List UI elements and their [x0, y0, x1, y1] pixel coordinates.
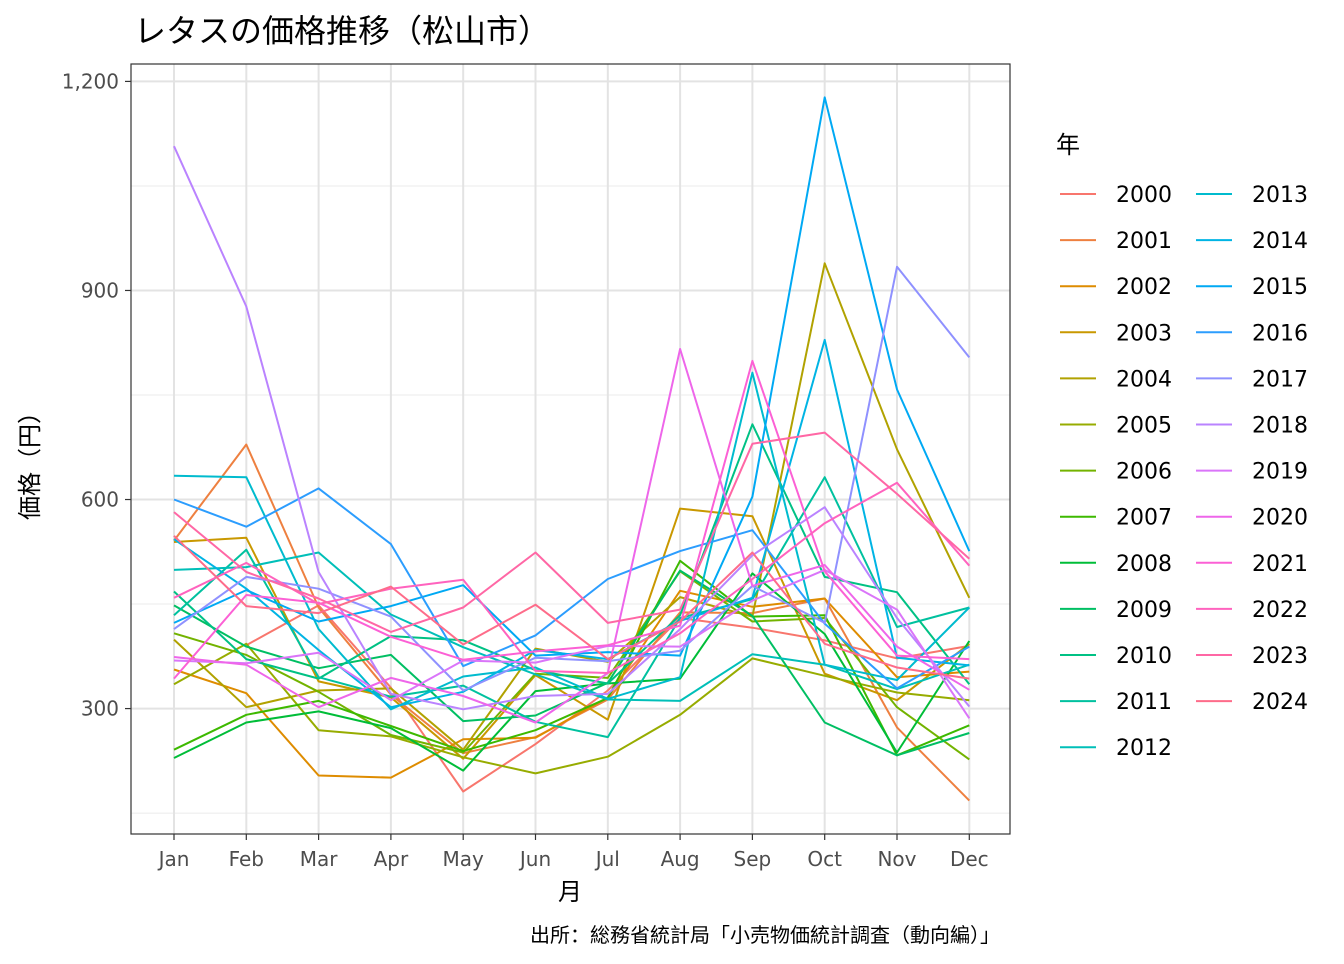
legend-item-2008: 2008	[1060, 552, 1172, 577]
x-tick-label: Mar	[300, 847, 339, 871]
legend-label: 2021	[1252, 552, 1308, 577]
legend-item-2005: 2005	[1060, 414, 1172, 439]
panel-border	[130, 63, 1011, 835]
x-axis: Jan Feb Mar Apr May Jun Jul Aug Sep Oct Nov Dec	[157, 834, 989, 871]
legend-label: 2016	[1252, 321, 1308, 346]
series-line-2024	[173, 535, 970, 680]
legend-item-2002: 2002	[1060, 275, 1172, 300]
series-line-2007	[173, 559, 970, 757]
legend-item-2014: 2014	[1196, 229, 1308, 254]
legend-label: 2010	[1116, 644, 1172, 669]
series-line-2019	[173, 568, 971, 719]
x-tick-label: Oct	[807, 847, 842, 871]
legend-item-2007: 2007	[1060, 506, 1172, 531]
legend-label: 2018	[1252, 414, 1308, 439]
legend-label: 2019	[1252, 460, 1308, 485]
legend-item-2017: 2017	[1196, 367, 1308, 392]
x-tick-label: Jun	[518, 847, 551, 871]
legend-label: 2004	[1116, 367, 1172, 392]
legend-label: 2006	[1116, 460, 1172, 485]
y-tick-label: 300	[81, 697, 119, 721]
legend-label: 2024	[1252, 690, 1308, 715]
series-line-2011	[173, 476, 970, 739]
legend-label: 2005	[1116, 414, 1172, 439]
y-tick-label: 900	[81, 278, 119, 302]
legend-item-2004: 2004	[1060, 367, 1172, 392]
x-tick-label: Jul	[594, 847, 620, 871]
panel-background	[131, 64, 1010, 834]
legend: 年 2000 2001 2002 2003 2004 2005 2006 2007 2008 20…	[1056, 131, 1308, 761]
legend-item-2022: 2022	[1196, 598, 1308, 623]
series-line-2022	[173, 481, 971, 674]
legend-label: 2017	[1252, 367, 1308, 392]
legend-item-2023: 2023	[1196, 644, 1308, 669]
x-tick-label: May	[443, 847, 485, 871]
y-tick-label: 1,200	[62, 69, 119, 93]
y-tick-label: 600	[81, 488, 119, 512]
legend-label: 2003	[1116, 321, 1172, 346]
legend-label: 2011	[1116, 690, 1172, 715]
series-line-2017	[173, 265, 971, 692]
legend-item-2020: 2020	[1196, 506, 1308, 531]
series-line-2020	[173, 348, 970, 724]
legend-label: 2020	[1252, 506, 1308, 531]
legend-label: 2000	[1116, 183, 1172, 208]
legend-label: 2001	[1116, 229, 1172, 254]
x-tick-label: Apr	[374, 847, 409, 871]
legend-item-2016: 2016	[1196, 321, 1308, 346]
series-line-2009	[173, 569, 970, 757]
legend-item-2012: 2012	[1060, 736, 1172, 761]
legend-item-2015: 2015	[1196, 275, 1308, 300]
series-line-2023	[173, 431, 970, 633]
x-tick-label: Feb	[229, 847, 264, 871]
x-tick-label: Jan	[157, 847, 190, 871]
x-tick-label: Nov	[877, 847, 916, 871]
legend-label: 2012	[1116, 736, 1172, 761]
legend-label: 2023	[1252, 644, 1308, 669]
legend-label: 2013	[1252, 183, 1308, 208]
series-line-2013	[173, 371, 971, 711]
x-tick-label: Aug	[661, 847, 700, 871]
series-line-2021	[173, 359, 970, 680]
legend-item-2006: 2006	[1060, 460, 1172, 485]
legend-title: 年	[1056, 131, 1080, 159]
legend-item-2001: 2001	[1060, 229, 1172, 254]
x-tick-label: Sep	[734, 847, 772, 871]
series-line-2006	[173, 570, 970, 761]
series-line-2018	[173, 145, 971, 711]
legend-label: 2008	[1116, 552, 1172, 577]
y-axis-label: 価格（円）	[16, 400, 44, 520]
series-line-2005	[173, 642, 970, 775]
caption: 出所：総務省統計局「小売物価統計調査（動向編）」	[530, 923, 1000, 947]
legend-item-2003: 2003	[1060, 321, 1172, 346]
y-axis: 300 600 900 1,200	[62, 69, 131, 721]
legend-item-2024: 2024	[1196, 690, 1308, 715]
x-tick-label: Dec	[950, 847, 989, 871]
legend-item-2021: 2021	[1196, 552, 1308, 577]
legend-label: 2022	[1252, 598, 1308, 623]
x-axis-label: 月	[558, 878, 582, 906]
series-lines	[173, 96, 971, 802]
legend-item-2018: 2018	[1196, 414, 1308, 439]
series-line-2012	[173, 551, 970, 702]
chart-title: レタスの価格推移（松山市）	[134, 12, 550, 50]
legend-label: 2009	[1116, 598, 1172, 623]
legend-item-2000: 2000	[1060, 183, 1172, 208]
legend-label: 2014	[1252, 229, 1308, 254]
legend-label: 2015	[1252, 275, 1308, 300]
legend-item-2009: 2009	[1060, 598, 1172, 623]
series-line-2002	[173, 589, 970, 779]
legend-item-2011: 2011	[1060, 690, 1172, 715]
legend-item-2019: 2019	[1196, 460, 1308, 485]
legend-item-2010: 2010	[1060, 644, 1172, 669]
legend-item-2013: 2013	[1196, 183, 1308, 208]
legend-label: 2007	[1116, 506, 1172, 531]
series-line-2016	[173, 487, 970, 690]
legend-label: 2002	[1116, 275, 1172, 300]
